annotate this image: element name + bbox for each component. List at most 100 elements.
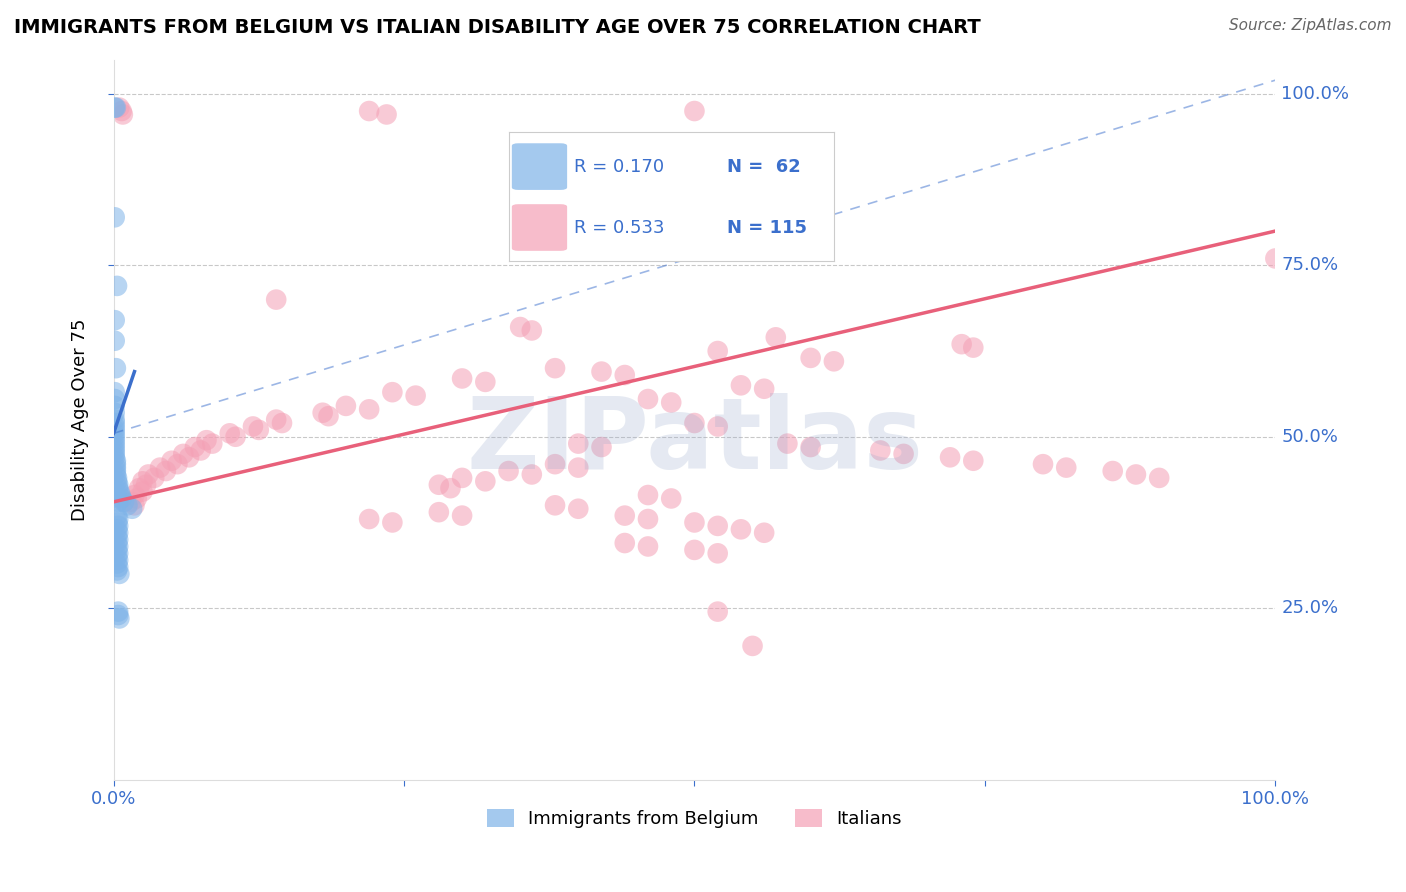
Point <box>108 484 131 499</box>
Point <box>104 101 127 115</box>
Point <box>659 491 682 506</box>
Point <box>683 542 706 557</box>
Y-axis label: Disability Age Over 75: Disability Age Over 75 <box>72 318 89 521</box>
Point <box>754 382 776 396</box>
Text: 75.0%: 75.0% <box>1281 256 1339 275</box>
Point <box>247 423 270 437</box>
Point <box>104 334 127 348</box>
Point <box>311 406 333 420</box>
Point <box>1101 464 1123 478</box>
Point <box>218 426 240 441</box>
Point <box>107 560 129 574</box>
Point <box>131 475 153 489</box>
Point <box>823 354 845 368</box>
Point <box>111 491 134 506</box>
Point <box>120 495 142 509</box>
Point <box>451 471 474 485</box>
Point <box>405 389 427 403</box>
Point <box>107 553 129 567</box>
Text: ZIPatlas: ZIPatlas <box>465 392 922 490</box>
Point <box>544 499 567 513</box>
Point <box>107 481 129 495</box>
Point <box>104 457 127 471</box>
Point <box>613 368 636 382</box>
Point <box>1264 252 1286 266</box>
Point <box>104 399 127 413</box>
Point <box>105 279 128 293</box>
Point <box>427 477 450 491</box>
Point <box>800 351 823 365</box>
Point <box>190 443 212 458</box>
Point <box>683 103 706 118</box>
Point <box>172 447 194 461</box>
Point <box>104 450 127 465</box>
Point <box>544 361 567 376</box>
Point <box>121 501 143 516</box>
Point <box>104 416 127 430</box>
Point <box>962 341 984 355</box>
Point <box>567 460 589 475</box>
Point <box>105 475 128 489</box>
Point <box>1147 471 1170 485</box>
Point <box>104 419 127 434</box>
Point <box>242 419 264 434</box>
Point <box>108 611 131 625</box>
Point <box>335 399 357 413</box>
Point <box>683 416 706 430</box>
Point <box>520 467 543 482</box>
Point <box>359 512 381 526</box>
Point <box>1125 467 1147 482</box>
Point <box>706 605 728 619</box>
Point <box>359 103 381 118</box>
Point <box>135 477 157 491</box>
Point <box>659 395 682 409</box>
Point <box>591 365 613 379</box>
Point <box>160 454 183 468</box>
Text: IMMIGRANTS FROM BELGIUM VS ITALIAN DISABILITY AGE OVER 75 CORRELATION CHART: IMMIGRANTS FROM BELGIUM VS ITALIAN DISAB… <box>14 18 981 37</box>
Point <box>105 557 128 571</box>
Point <box>128 481 150 495</box>
Point <box>111 103 134 118</box>
Point <box>637 540 659 554</box>
Point <box>104 426 127 441</box>
Point <box>107 512 129 526</box>
Point <box>105 549 128 564</box>
Point <box>104 211 127 225</box>
Point <box>439 481 461 495</box>
Point <box>104 406 127 420</box>
Point <box>104 433 127 447</box>
Point <box>112 495 135 509</box>
Point <box>1054 460 1077 475</box>
Point <box>107 519 129 533</box>
Point <box>381 385 404 400</box>
Point <box>143 471 166 485</box>
Point <box>104 464 127 478</box>
Point <box>962 454 984 468</box>
Point <box>105 516 128 530</box>
Point <box>105 522 128 536</box>
Point <box>375 107 398 121</box>
Point <box>451 508 474 523</box>
Point <box>184 440 207 454</box>
Point <box>107 477 129 491</box>
Point <box>111 107 134 121</box>
Point <box>427 505 450 519</box>
Point <box>741 639 763 653</box>
Point <box>359 402 381 417</box>
Point <box>869 443 891 458</box>
Point <box>613 536 636 550</box>
Point <box>893 447 915 461</box>
Point <box>567 436 589 450</box>
Point <box>155 464 177 478</box>
Point <box>108 101 131 115</box>
Point <box>567 501 589 516</box>
Point <box>637 488 659 502</box>
Point <box>107 605 129 619</box>
Point <box>1032 457 1054 471</box>
Point <box>544 457 567 471</box>
Point <box>105 564 128 578</box>
Point <box>613 508 636 523</box>
Point <box>498 464 520 478</box>
Text: 50.0%: 50.0% <box>1281 428 1339 446</box>
Point <box>104 430 127 444</box>
